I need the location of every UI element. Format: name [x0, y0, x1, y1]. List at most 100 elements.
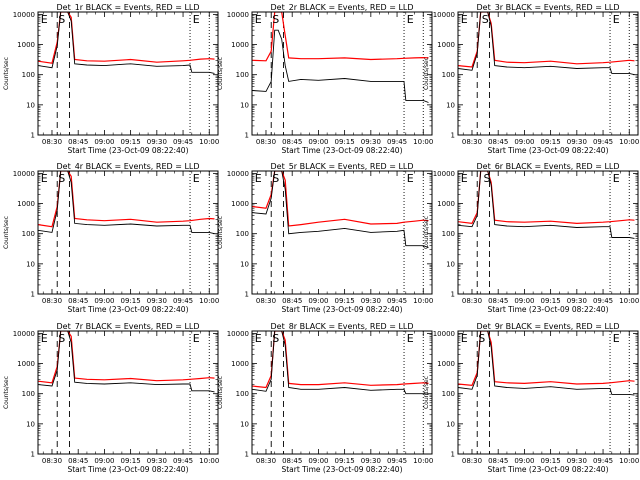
marker-label: S — [58, 13, 65, 26]
y-axis-label: Counts/sec — [3, 57, 10, 90]
y-tick-label: 1 — [245, 451, 249, 459]
x-tick-label: 10:00 — [199, 297, 219, 305]
y-tick-label: 1000 — [437, 200, 455, 208]
x-axis-label: Start Time (23-Oct-09 08:22:40) — [487, 305, 608, 314]
x-tick-label: 09:45 — [593, 457, 613, 465]
series-red-line — [252, 12, 429, 62]
x-tick-label: 08:45 — [282, 457, 302, 465]
x-tick-label: 09:45 — [173, 297, 193, 305]
x-tick-label: 09:45 — [387, 457, 407, 465]
marker-label: E — [255, 332, 262, 345]
chart-panel-9: Det_9r BLACK = Events, RED = LLD Counts/s… — [423, 322, 639, 474]
chart-title: Det_2r BLACK = Events, RED = LLD — [270, 3, 413, 12]
plot-frame — [37, 11, 219, 136]
plot-frame — [251, 11, 433, 136]
marker-label: S — [272, 13, 279, 26]
series-black-line — [458, 12, 635, 76]
x-tick-label: 09:15 — [541, 297, 561, 305]
x-axis-label: Start Time (23-Oct-09 08:22:40) — [67, 305, 188, 314]
x-tick-label: 09:45 — [387, 138, 407, 146]
plot-frame — [37, 330, 219, 455]
x-tick-label: 09:00 — [308, 297, 328, 305]
plot-frame — [251, 330, 433, 455]
y-axis-label: Counts/sec — [3, 216, 10, 249]
x-tick-label: 08:30 — [256, 457, 276, 465]
chart-panel-1: Det_1r BLACK = Events, RED = LLD Counts/s… — [3, 3, 219, 155]
x-tick-label: 09:15 — [335, 457, 355, 465]
y-tick-label: 1 — [31, 451, 35, 459]
x-tick-label: 09:15 — [541, 138, 561, 146]
y-tick-label: 1000 — [17, 360, 35, 368]
y-axis-label: Counts/sec — [423, 216, 430, 249]
x-tick-label: 09:45 — [173, 457, 193, 465]
x-axis-label: Start Time (23-Oct-09 08:22:40) — [487, 465, 608, 474]
x-tick-label: 09:15 — [335, 297, 355, 305]
y-tick-label: 10 — [240, 260, 249, 268]
y-tick-label: 10000 — [227, 11, 249, 19]
x-tick-label: 09:15 — [121, 457, 141, 465]
x-tick-label: 08:45 — [488, 138, 508, 146]
y-tick-label: 10 — [446, 260, 455, 268]
series-black-line — [252, 331, 429, 395]
y-tick-label: 1000 — [231, 200, 249, 208]
x-tick-label: 09:30 — [567, 297, 587, 305]
plot-frame — [457, 11, 639, 136]
marker-label: E — [193, 172, 200, 185]
marker-label: E — [407, 172, 414, 185]
series-black-line — [38, 171, 215, 235]
chart-panel-6: Det_6r BLACK = Events, RED = LLD Counts/s… — [423, 162, 639, 314]
x-axis-label: Start Time (23-Oct-09 08:22:40) — [67, 465, 188, 474]
chart-title: Det_4r BLACK = Events, RED = LLD — [56, 162, 199, 171]
y-axis-label: Counts/sec — [217, 216, 224, 249]
y-tick-label: 100 — [442, 71, 455, 79]
plot-frame — [457, 170, 639, 295]
y-axis-label: Counts/sec — [3, 376, 10, 409]
x-tick-label: 09:30 — [147, 138, 167, 146]
marker-label: E — [461, 172, 468, 185]
marker-label: E — [41, 13, 48, 26]
y-tick-label: 10000 — [13, 330, 35, 338]
x-tick-label: 08:30 — [256, 138, 276, 146]
x-tick-label: 09:15 — [121, 138, 141, 146]
x-axis-label: Start Time (23-Oct-09 08:22:40) — [281, 305, 402, 314]
chart-title: Det_8r BLACK = Events, RED = LLD — [270, 322, 413, 331]
x-tick-label: 09:45 — [593, 297, 613, 305]
x-tick-label: 09:15 — [121, 297, 141, 305]
marker-label: E — [461, 332, 468, 345]
x-tick-label: 09:45 — [593, 138, 613, 146]
x-tick-label: 09:45 — [173, 138, 193, 146]
series-black-line — [252, 171, 429, 248]
x-tick-label: 09:15 — [541, 457, 561, 465]
series-black-line — [458, 171, 635, 239]
x-tick-label: 09:00 — [308, 457, 328, 465]
x-tick-label: 08:30 — [42, 297, 62, 305]
y-tick-label: 100 — [236, 71, 249, 79]
x-tick-label: 10:00 — [413, 297, 433, 305]
y-tick-label: 10000 — [433, 170, 455, 178]
x-tick-label: 09:00 — [94, 457, 114, 465]
x-tick-label: 08:45 — [68, 297, 88, 305]
y-tick-label: 1 — [245, 291, 249, 299]
x-tick-label: 09:30 — [361, 297, 381, 305]
marker-label: E — [255, 172, 262, 185]
x-tick-label: 10:00 — [619, 457, 639, 465]
x-tick-label: 09:00 — [514, 297, 534, 305]
x-tick-label: 09:00 — [308, 138, 328, 146]
x-tick-label: 10:00 — [619, 138, 639, 146]
chart-panel-7: Det_7r BLACK = Events, RED = LLD Counts/s… — [3, 322, 219, 474]
x-tick-label: 10:00 — [413, 138, 433, 146]
y-tick-label: 100 — [442, 230, 455, 238]
x-tick-label: 08:45 — [68, 457, 88, 465]
y-tick-label: 10 — [26, 101, 35, 109]
marker-label: E — [41, 332, 48, 345]
x-tick-label: 09:00 — [94, 297, 114, 305]
x-tick-label: 08:45 — [282, 138, 302, 146]
y-axis-label: Counts/sec — [217, 376, 224, 409]
x-tick-label: 08:45 — [488, 297, 508, 305]
y-tick-label: 100 — [22, 390, 35, 398]
y-tick-label: 100 — [22, 71, 35, 79]
x-tick-label: 10:00 — [413, 457, 433, 465]
y-tick-label: 10 — [240, 420, 249, 428]
y-tick-label: 1 — [451, 291, 455, 299]
x-tick-label: 08:30 — [462, 457, 482, 465]
